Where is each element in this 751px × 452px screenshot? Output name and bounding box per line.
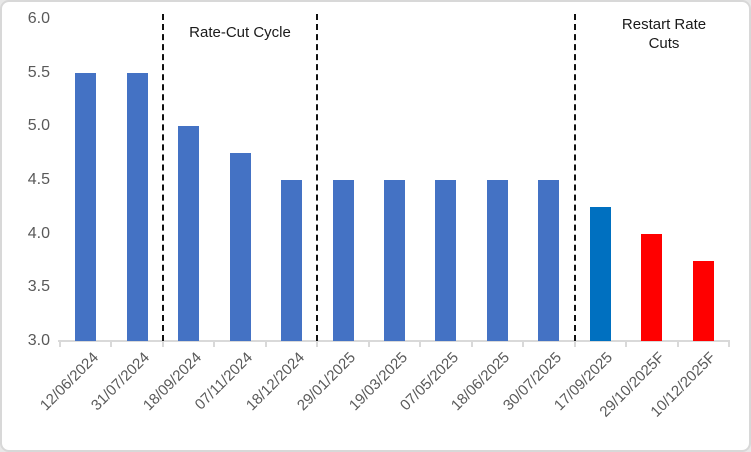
bar <box>435 180 457 341</box>
bar <box>75 72 97 341</box>
y-axis-tick-label: 5.0 <box>27 117 50 135</box>
x-axis-tick <box>419 342 422 347</box>
y-axis-tick-label: 5.5 <box>27 63 50 81</box>
bar <box>589 206 611 341</box>
y-axis-tick-label: 3.5 <box>27 278 50 296</box>
bar <box>332 180 354 341</box>
x-axis-tick <box>161 342 164 347</box>
bar <box>486 180 508 341</box>
x-axis-category-label: 12/06/2024 <box>36 349 102 415</box>
x-axis-tick <box>264 342 267 347</box>
bar <box>538 180 560 341</box>
bar <box>178 126 200 341</box>
x-axis-tick <box>110 342 113 347</box>
phase-separator-line <box>161 14 164 341</box>
phase-separator-line <box>573 14 576 341</box>
bar <box>692 260 714 341</box>
annotation-restart-rate-cuts: Restart Rate Cuts <box>621 16 707 52</box>
phase-separator-line <box>316 14 319 341</box>
x-axis-tick <box>59 342 61 347</box>
bar <box>641 233 663 341</box>
y-axis-tick-label: 3.0 <box>27 332 50 349</box>
x-axis-tick <box>316 342 319 347</box>
bar <box>229 153 251 341</box>
bar <box>384 180 405 341</box>
x-axis-tick <box>676 342 679 347</box>
x-axis-tick <box>728 342 730 347</box>
annotation-rate-cut-cycle: Rate-Cut Cycle <box>189 24 291 41</box>
x-axis-tick <box>625 342 628 347</box>
bar <box>281 180 303 341</box>
y-axis-tick-label: 4.0 <box>27 224 50 242</box>
y-axis-tick-label: 6.0 <box>27 10 50 27</box>
x-axis-tick <box>522 342 525 347</box>
x-axis-tick <box>213 342 216 347</box>
x-axis-tick <box>470 342 473 347</box>
x-axis-line <box>58 340 730 342</box>
y-axis-tick-label: 4.5 <box>27 171 50 188</box>
x-axis-tick <box>573 342 576 347</box>
bar <box>126 72 148 341</box>
x-axis-tick <box>367 342 370 347</box>
